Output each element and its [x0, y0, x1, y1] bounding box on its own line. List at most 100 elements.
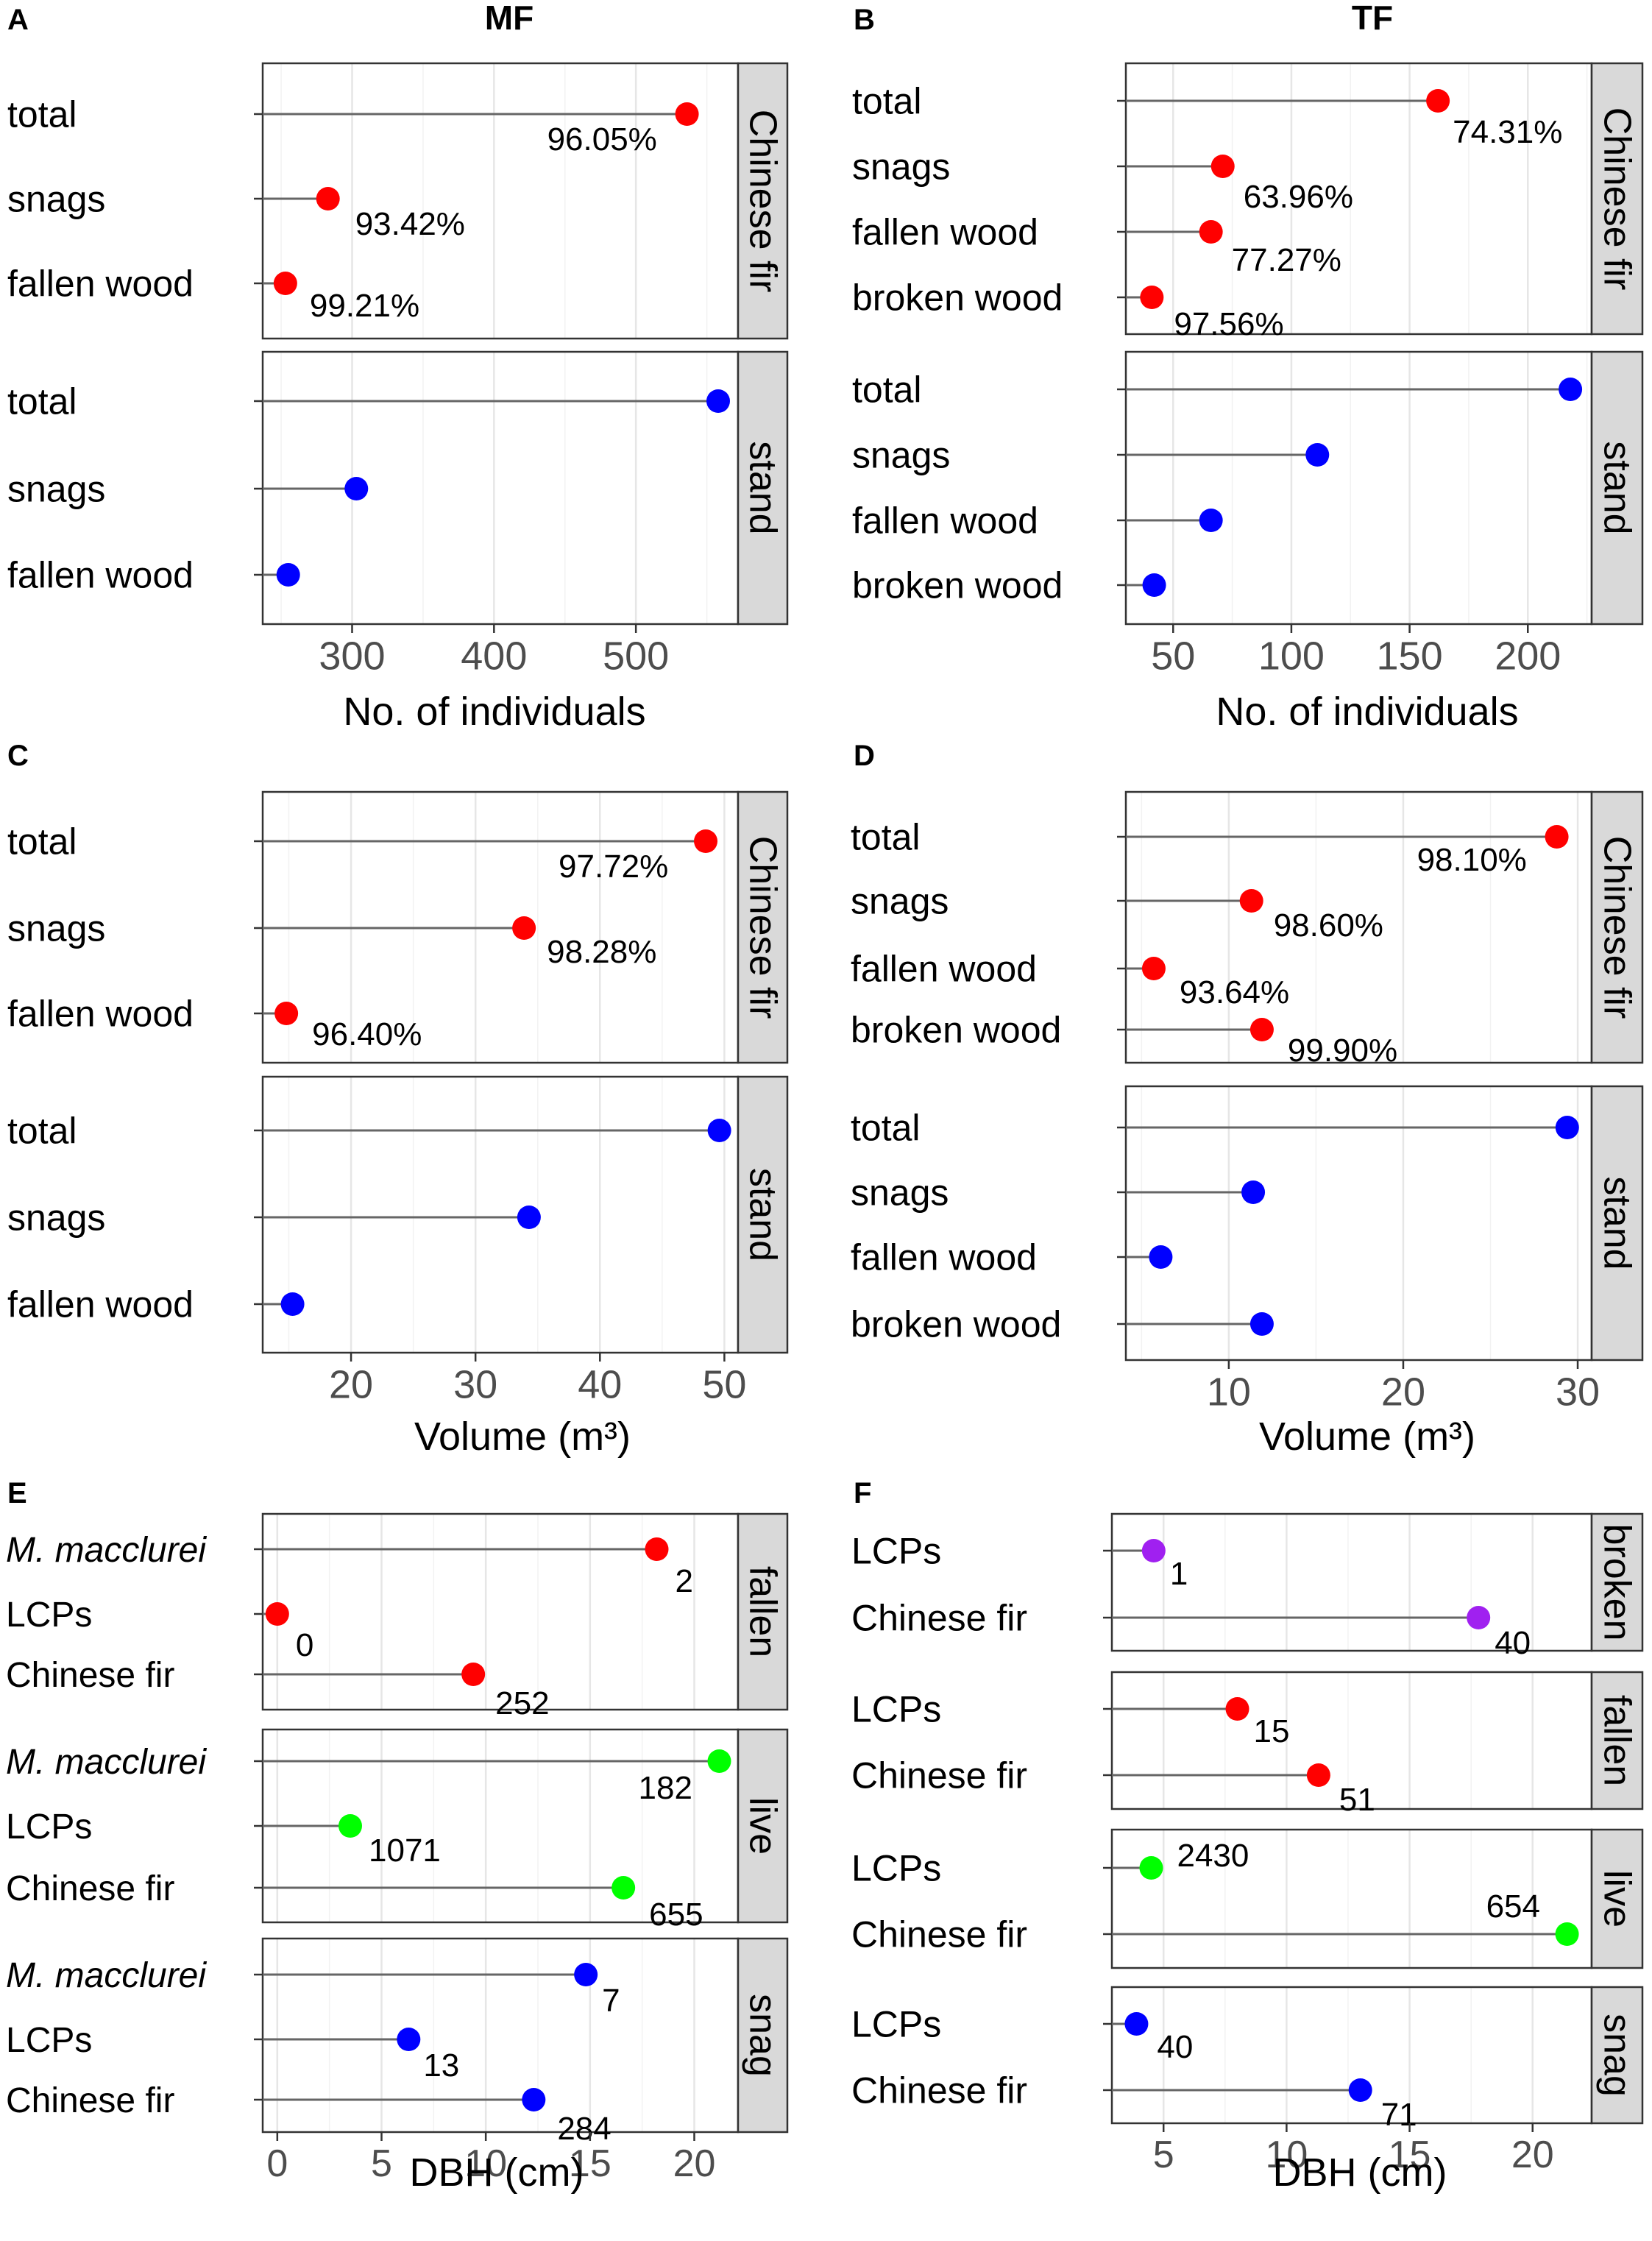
plot-area	[263, 63, 738, 339]
data-label: 182	[639, 1770, 692, 1806]
category-label: snags	[7, 908, 105, 949]
lollipop-dot	[1149, 1245, 1173, 1269]
x-tick-label: 20	[1381, 1370, 1425, 1415]
category-label: total	[852, 81, 922, 122]
lollipop-dot	[1225, 1697, 1249, 1721]
x-axis-title: Volume (m³)	[414, 1415, 631, 1459]
category-label: fallen wood	[7, 263, 194, 305]
category-label: Chinese fir	[6, 1869, 174, 1908]
facet-stand: stand total snags fallen wood broken wood	[852, 350, 1644, 626]
data-label: 99.21%	[310, 288, 419, 324]
plot-area	[1126, 352, 1592, 624]
facet-chinese-fir: Chinese fir total 74.31% snags 63.96% fallen …	[852, 62, 1644, 342]
data-label: 2	[676, 1563, 693, 1599]
facet-live: live LCPs 2430 Chinese fir 654	[851, 1828, 1644, 1969]
data-label: 40	[1495, 1625, 1531, 1661]
header-tf: TF	[1352, 0, 1393, 37]
facet-live: live M. macclurei 182 LCPs 1071 Chinese fir 65…	[6, 1728, 789, 1933]
x-tick-label: 20	[1511, 2134, 1554, 2176]
facet-strip-label: live	[742, 1797, 784, 1855]
lollipop-dot	[1124, 2012, 1149, 2036]
x-tick-label: 20	[673, 2142, 716, 2185]
chart-panel-d: D Chinese fir total 98.10% snags 98.60% fallen…	[851, 740, 1644, 1459]
facet-chinese-fir: Chinese fir total 98.10% snags 98.60% fallen …	[851, 790, 1644, 1069]
data-label: 98.28%	[547, 934, 656, 970]
lollipop-dot	[1199, 509, 1223, 532]
x-tick-label: 150	[1377, 634, 1443, 679]
lollipop-dot	[1141, 957, 1166, 980]
x-tick-label: 30	[453, 1363, 497, 1407]
facet-strip-label: live	[1596, 1870, 1639, 1927]
category-label: LCPs	[6, 1808, 92, 1847]
lollipop-dot	[1249, 1312, 1274, 1336]
x-tick-label: 40	[578, 1363, 622, 1407]
data-label: 13	[423, 2047, 459, 2084]
lollipop-dot	[1426, 89, 1450, 113]
data-label: 1071	[369, 1833, 441, 1869]
category-label: snags	[7, 1197, 105, 1239]
lollipop-dot	[522, 2088, 546, 2111]
data-label: 1	[1170, 1556, 1188, 1592]
lollipop-dot	[1210, 155, 1235, 178]
lollipop-dot	[461, 1663, 486, 1686]
plot-area	[263, 1077, 738, 1353]
facet-strip	[737, 350, 789, 626]
category-label: total	[7, 821, 77, 863]
category-label: LCPs	[851, 1689, 941, 1730]
lollipop-dot	[1305, 443, 1330, 467]
lollipop-dot	[1199, 220, 1223, 244]
category-label: fallen wood	[7, 994, 194, 1035]
facet-fallen: fallen M. macclurei 2 LCPs 0 Chinese fir 252	[6, 1512, 789, 1721]
category-label: Chinese fir	[851, 1914, 1027, 1955]
data-label: 98.10%	[1417, 842, 1527, 878]
plot-area	[1112, 1830, 1592, 1968]
lollipop-dot	[1241, 1180, 1266, 1204]
facet-strip	[737, 1728, 789, 1924]
category-label: snags	[852, 435, 950, 476]
facet-fallen: fallen LCPs 15 Chinese fir 51	[851, 1671, 1644, 1818]
x-tick-label: 200	[1495, 634, 1561, 679]
lollipop-dot	[574, 1963, 598, 1986]
header-mf: MF	[485, 0, 533, 37]
lollipop-dot	[645, 1537, 669, 1561]
x-tick-label: 400	[461, 634, 527, 679]
facet-stand: stand total snags fallen wood broken wood	[851, 1085, 1644, 1362]
panel-letter: F	[854, 1477, 871, 1509]
data-label: 97.72%	[559, 849, 668, 885]
facet-strip	[737, 1075, 789, 1354]
facet-strip-label: snag	[742, 1994, 784, 2077]
category-label: total	[7, 1111, 77, 1152]
lollipop-dot	[397, 2028, 421, 2051]
lollipop-dot	[344, 477, 369, 500]
category-label: total	[851, 817, 921, 858]
panel-letter: B	[854, 4, 875, 36]
lollipop-dot	[1555, 1116, 1579, 1139]
lollipop-dot	[675, 102, 699, 126]
facet-snag: snag LCPs 40 Chinese fir 71	[851, 1986, 1644, 2133]
category-label: broken wood	[851, 1010, 1061, 1051]
category-label: fallen wood	[7, 555, 194, 596]
facet-strip-label: stand	[742, 441, 784, 534]
lollipop-dot	[1467, 1606, 1491, 1629]
category-label: snags	[851, 1172, 949, 1214]
plot-area	[1112, 1514, 1592, 1651]
lollipop-dot	[265, 1602, 289, 1626]
lollipop-dot	[1348, 2078, 1372, 2102]
plot-area	[1126, 1086, 1592, 1360]
lollipop-dot	[1141, 1539, 1166, 1562]
panels: A Chinese fir total 96.05% snags 93.42% fallen…	[6, 4, 1644, 2195]
data-label: 7	[602, 1983, 620, 2019]
lollipop-dot	[276, 563, 300, 587]
x-tick-label: 0	[266, 2142, 288, 2185]
data-label: 96.05%	[547, 121, 657, 157]
facet-strip-label: Chinese fir	[742, 110, 784, 293]
facet-strip	[1590, 790, 1644, 1064]
chart-panel-a: A Chinese fir total 96.05% snags 93.42% fallen…	[7, 4, 789, 734]
category-label: broken wood	[852, 277, 1063, 319]
category-label: total	[7, 94, 77, 135]
data-label: 51	[1339, 1782, 1375, 1818]
category-label: LCPs	[851, 2004, 941, 2045]
category-label: total	[7, 381, 77, 422]
data-label: 98.60%	[1274, 907, 1383, 944]
